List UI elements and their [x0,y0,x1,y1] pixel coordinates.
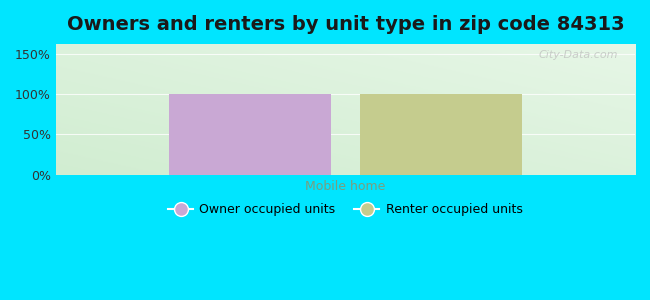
Bar [360,94,522,175]
Text: City-Data.com: City-Data.com [538,50,617,60]
Bar [169,94,331,175]
Legend: Owner occupied units, Renter occupied units: Owner occupied units, Renter occupied un… [163,198,528,221]
Title: Owners and renters by unit type in zip code 84313: Owners and renters by unit type in zip c… [66,15,624,34]
